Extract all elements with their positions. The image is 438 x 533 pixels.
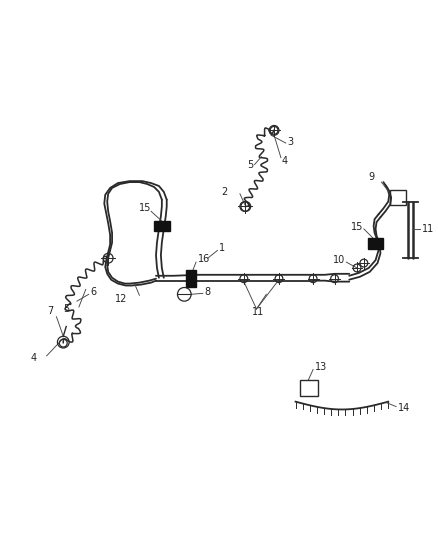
Text: 16: 16 [198, 254, 210, 264]
Text: 1: 1 [219, 244, 226, 254]
Text: 10: 10 [332, 255, 345, 265]
Text: 2: 2 [221, 187, 227, 197]
Text: 14: 14 [398, 403, 410, 414]
Text: 4: 4 [282, 156, 288, 166]
Text: 5: 5 [247, 160, 253, 171]
Text: 11: 11 [422, 224, 434, 234]
Bar [186, 270, 197, 287]
Bar [368, 238, 383, 249]
Text: 11: 11 [252, 307, 264, 317]
Text: 4: 4 [30, 353, 36, 363]
Bar [300, 380, 318, 396]
Bar [154, 221, 170, 231]
Bar [390, 190, 406, 205]
Text: 7: 7 [47, 306, 53, 316]
Text: 13: 13 [315, 361, 327, 372]
Text: 6: 6 [91, 287, 97, 297]
Text: 3: 3 [288, 137, 294, 147]
Text: 15: 15 [139, 204, 152, 213]
Text: 9: 9 [369, 172, 375, 182]
Text: 12: 12 [115, 294, 128, 304]
Text: 8: 8 [205, 287, 211, 297]
Text: 15: 15 [351, 222, 364, 232]
Text: 5: 5 [63, 304, 69, 314]
